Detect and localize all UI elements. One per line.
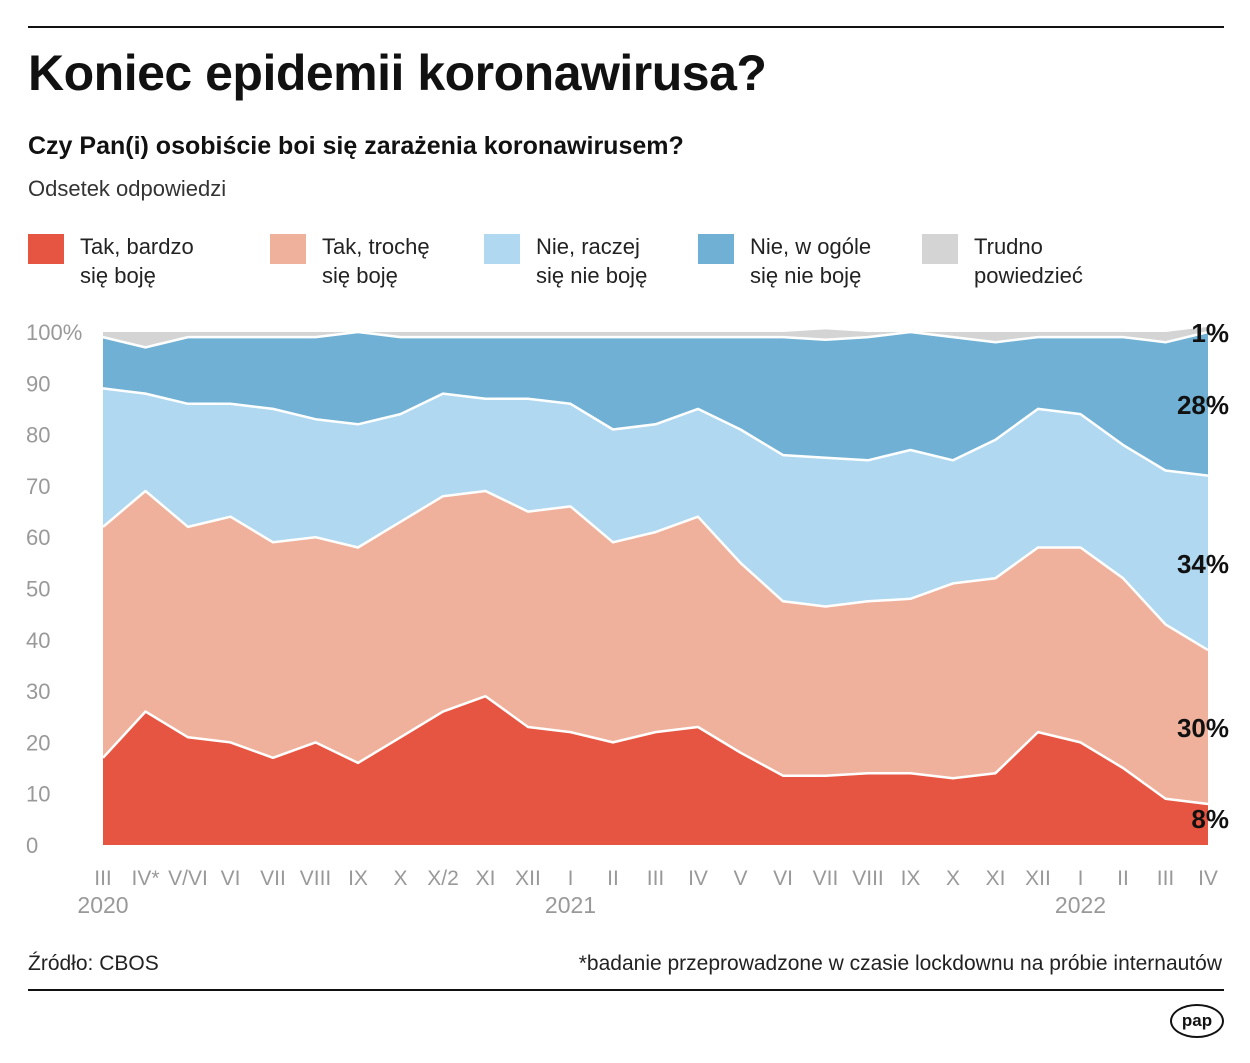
- x-tick-label: IV: [1198, 867, 1218, 890]
- chart-subtitle: Czy Pan(i) osobiście boi się zarażenia k…: [28, 132, 684, 160]
- y-tick-label: 100%: [26, 320, 82, 345]
- footnote-text: *badanie przeprowadzone w czasie lockdow…: [578, 952, 1222, 975]
- x-tick-label: III: [647, 867, 665, 890]
- y-tick-label: 10: [26, 782, 50, 807]
- series-boundary-line: [102, 387, 1209, 477]
- x-tick-label: VII: [813, 867, 839, 890]
- x-tick-label: XI: [986, 867, 1006, 890]
- series-boundary-line: [102, 489, 1209, 652]
- area-1: [103, 696, 1208, 845]
- x-tick-label: III: [1157, 867, 1175, 890]
- legend-label: się boję: [80, 263, 156, 288]
- y-tick-label: 40: [26, 628, 50, 653]
- x-tick-label: I: [568, 867, 574, 890]
- y-tick-label: 0: [26, 833, 38, 858]
- x-tick-label: II: [607, 867, 619, 890]
- x-tick-label: II: [1117, 867, 1129, 890]
- legend-item-nie-w-ogole: Nie, w ogóle się nie boję: [698, 232, 910, 290]
- area-5: [103, 326, 1208, 348]
- pap-logo: pap: [1170, 1004, 1224, 1038]
- x-tick-label: IX: [348, 867, 368, 890]
- legend-swatch: [484, 234, 520, 264]
- legend-label: Trudno: [974, 234, 1043, 259]
- y-tick-label: 50: [26, 577, 50, 602]
- bottom-rule: [28, 989, 1224, 991]
- top-rule: [28, 26, 1224, 28]
- legend-swatch: [28, 234, 64, 264]
- legend-label: się boję: [322, 263, 398, 288]
- area-3: [103, 388, 1208, 651]
- x-tick-label: VI: [221, 867, 241, 890]
- y-tick-label: 60: [26, 525, 50, 550]
- series-boundary-line: [102, 694, 1209, 806]
- year-label: 2020: [77, 892, 128, 918]
- legend-item-nie-raczej: Nie, raczej się nie boję: [484, 232, 696, 290]
- end-value-label: 30%: [1177, 713, 1229, 743]
- x-tick-label: XII: [1025, 867, 1051, 890]
- x-tick-label: IV*: [131, 867, 159, 890]
- x-tick-label: IX: [901, 867, 921, 890]
- legend-item-tak-troche: Tak, trochę się boję: [270, 232, 482, 290]
- x-tick-label: VIII: [300, 867, 332, 890]
- end-value-label: 28%: [1177, 390, 1229, 420]
- x-tick-label: X/2: [427, 867, 459, 890]
- y-tick-label: 30: [26, 679, 50, 704]
- legend-swatch: [922, 234, 958, 264]
- y-tick-label: 20: [26, 730, 50, 755]
- x-tick-label: III: [94, 867, 112, 890]
- legend-swatch: [698, 234, 734, 264]
- legend-swatch: [270, 234, 306, 264]
- legend-item-tak-bardzo: Tak, bardzo się boję: [28, 232, 240, 290]
- x-tick-label: X: [393, 867, 407, 890]
- page-title: Koniec epidemii koronawirusa?: [28, 45, 767, 101]
- y-tick-label: 70: [26, 474, 50, 499]
- x-tick-label: X: [946, 867, 960, 890]
- x-tick-label: VIII: [852, 867, 884, 890]
- year-label: 2021: [545, 892, 596, 918]
- x-tick-label: V: [733, 867, 747, 890]
- x-tick-label: I: [1078, 867, 1084, 890]
- x-tick-label: VII: [260, 867, 286, 890]
- end-value-label: 8%: [1191, 804, 1229, 834]
- legend-label: Nie, w ogóle: [750, 234, 872, 259]
- x-tick-label: V/VI: [168, 867, 208, 890]
- legend-label: powiedzieć: [974, 263, 1083, 288]
- legend-label: Tak, trochę: [322, 234, 430, 259]
- legend-label: Nie, raczej: [536, 234, 640, 259]
- legend-label: się nie boję: [750, 263, 862, 288]
- x-tick-label: VI: [773, 867, 793, 890]
- legend-label: się nie boję: [536, 263, 648, 288]
- y-tick-label: 80: [26, 423, 50, 448]
- year-label: 2022: [1055, 892, 1106, 918]
- x-tick-label: XI: [476, 867, 496, 890]
- source-text: Źródło: CBOS: [28, 952, 159, 975]
- area-4: [103, 332, 1208, 476]
- y-tick-label: 90: [26, 371, 50, 396]
- legend-label: Tak, bardzo: [80, 234, 194, 259]
- end-value-label: 34%: [1177, 549, 1229, 579]
- x-tick-label: XII: [515, 867, 541, 890]
- unit-label: Odsetek odpowiedzi: [28, 176, 227, 201]
- end-value-label: 1%: [1191, 318, 1229, 348]
- series-boundary-line: [102, 330, 1209, 349]
- x-tick-label: IV: [688, 867, 708, 890]
- legend-item-trudno: Trudno powiedzieć: [922, 232, 1134, 290]
- area-2: [103, 491, 1208, 804]
